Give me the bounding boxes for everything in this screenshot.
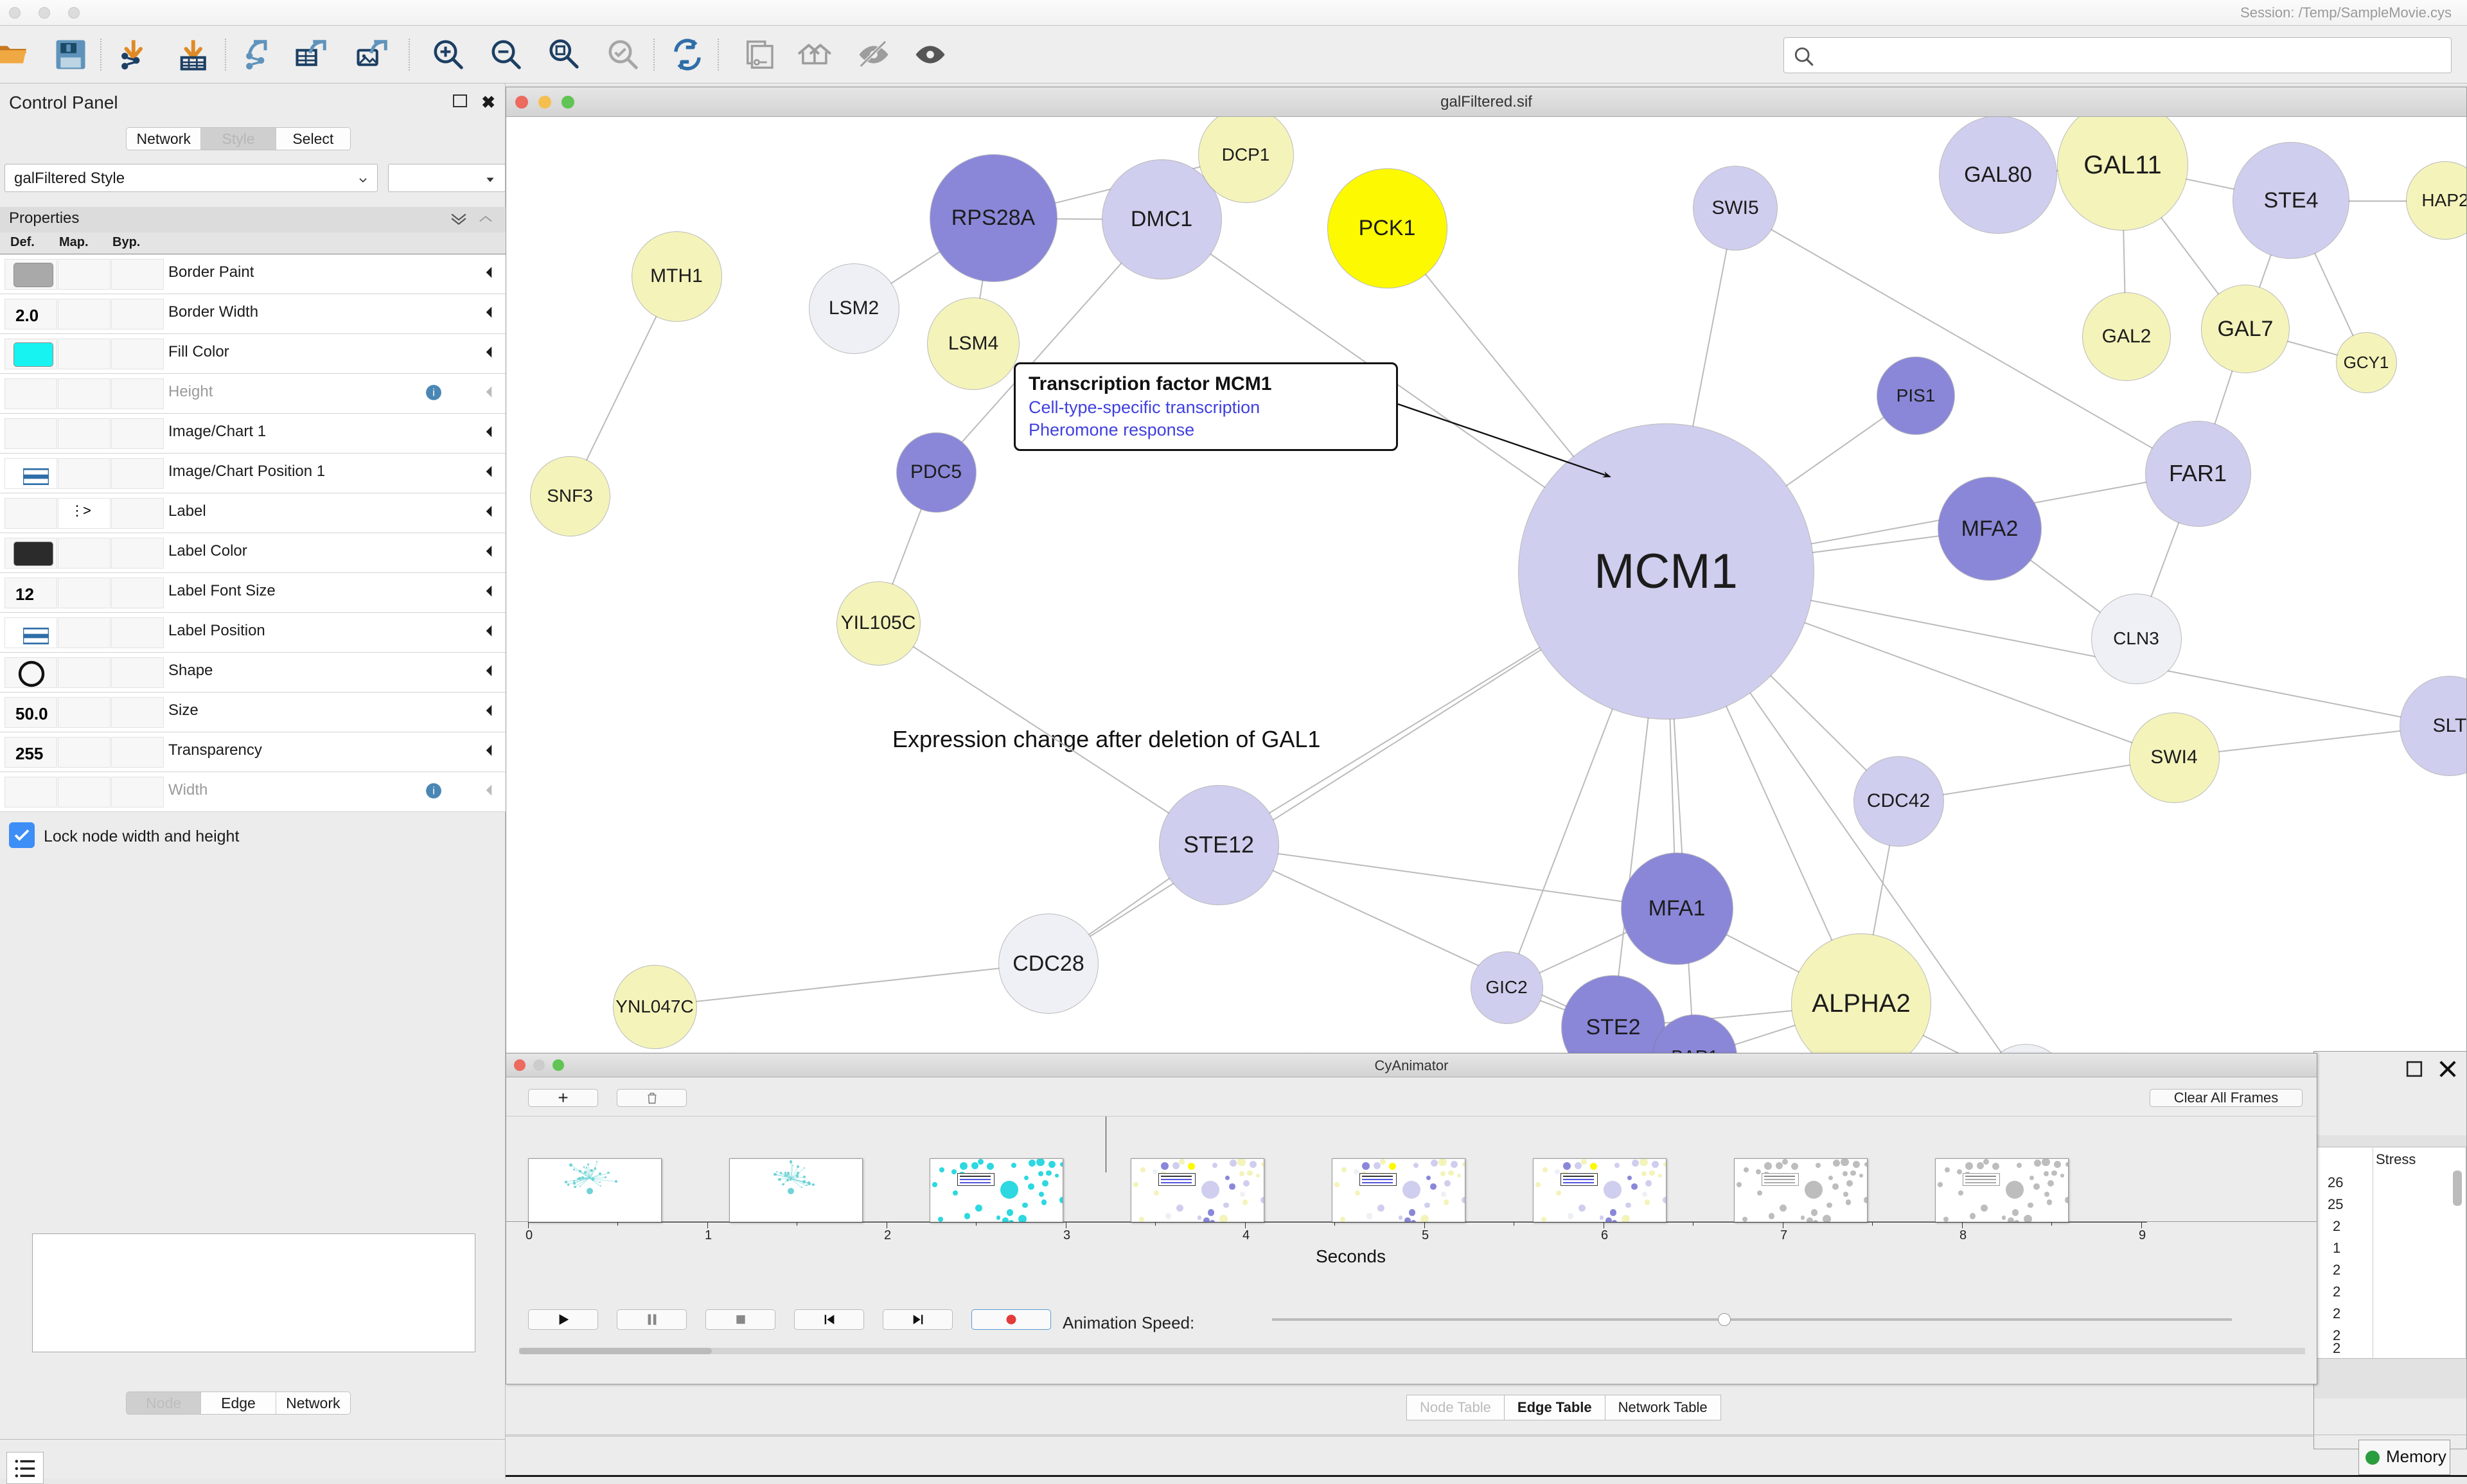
svg-text:i: i (432, 387, 435, 398)
svg-text:i: i (432, 785, 435, 797)
